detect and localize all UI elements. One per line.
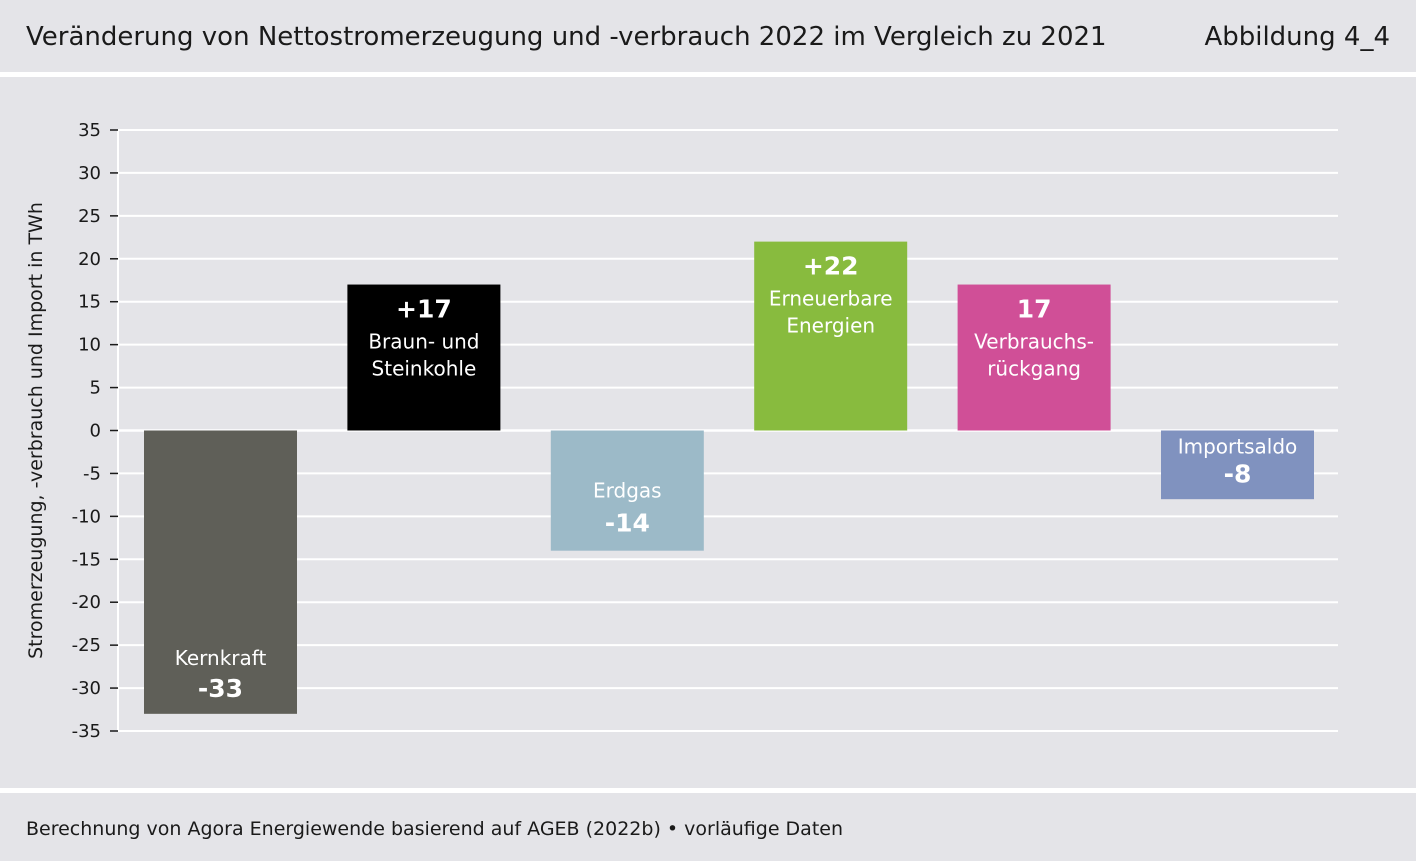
y-tick-label: -15: [72, 549, 101, 570]
bar-category-label: Steinkohle: [372, 357, 477, 381]
bar-value-label: -8: [1224, 460, 1252, 489]
y-tick-label: -30: [72, 678, 101, 699]
bar: [1161, 430, 1314, 500]
y-tick-label: -20: [72, 592, 101, 613]
y-tick-label: 25: [78, 206, 101, 227]
y-tick-label: -10: [72, 506, 101, 527]
top-divider: [0, 72, 1416, 77]
figure-number: Abbildung 4_4: [1204, 22, 1390, 52]
bar: [957, 284, 1111, 431]
bar-value-label: -33: [198, 674, 243, 703]
bar-value-label: +17: [396, 295, 452, 324]
bar-category-label: Kernkraft: [175, 646, 267, 670]
bottom-divider: [0, 788, 1416, 793]
bar-category-label: Erneuerbare: [769, 287, 893, 311]
y-tick-label: 5: [90, 378, 101, 399]
bar-value-label: -14: [605, 509, 650, 538]
bar: [347, 284, 501, 431]
bar-category-label: Verbrauchs-: [974, 330, 1094, 354]
y-tick-label: 15: [78, 292, 101, 313]
y-tick-label: 20: [78, 249, 101, 270]
y-axis-title: Stromerzeugung, -verbrauch und Import in…: [25, 202, 47, 659]
chart-title: Veränderung von Nettostromerzeugung und …: [26, 22, 1107, 52]
y-tick-label: -5: [83, 463, 101, 484]
y-tick-label: 0: [90, 421, 101, 442]
bar-category-label: Erdgas: [593, 479, 662, 503]
bar: [550, 430, 704, 551]
bar: [754, 241, 908, 431]
y-tick-label: -25: [72, 635, 101, 656]
bar-value-label: 17: [1017, 295, 1052, 324]
bar-category-label: rückgang: [987, 357, 1081, 381]
source-note: Berechnung von Agora Energiewende basier…: [26, 818, 844, 840]
y-tick-label: 35: [78, 120, 101, 141]
y-tick-label: 30: [78, 163, 101, 184]
bar-category-label: Energien: [786, 314, 875, 338]
y-tick-label: 10: [78, 335, 101, 356]
bar-category-label: Braun- und: [368, 330, 479, 354]
bar-category-label: Importsaldo: [1178, 435, 1298, 459]
bar-value-label: +22: [803, 252, 859, 281]
y-tick-label: -35: [72, 721, 101, 742]
header: Veränderung von Nettostromerzeugung und …: [0, 0, 1416, 72]
bar: [144, 430, 297, 714]
